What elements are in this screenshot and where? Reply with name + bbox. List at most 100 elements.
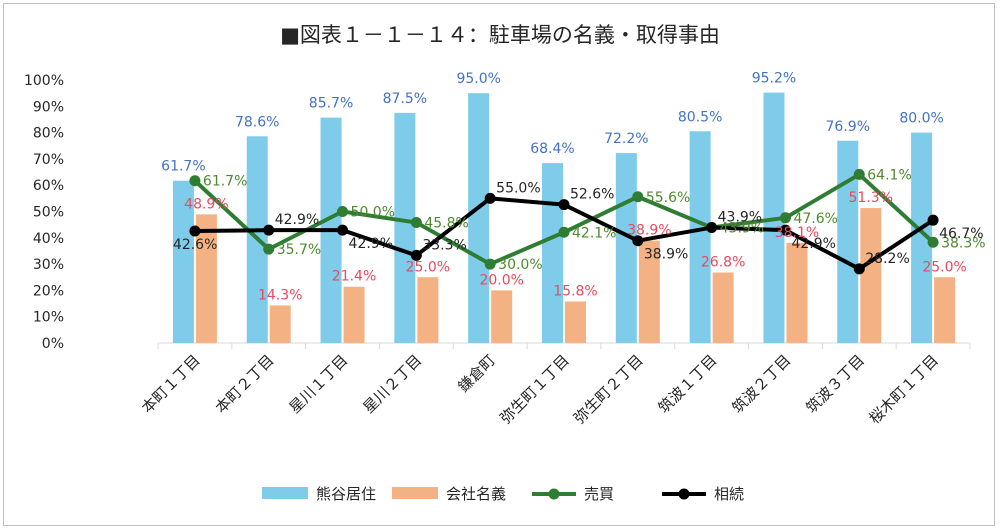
data-label: 43.9% xyxy=(718,210,762,226)
data-label: 38.9% xyxy=(627,223,671,239)
point-baibai xyxy=(853,168,865,180)
legend-souzoku-label: 相続 xyxy=(714,485,744,503)
data-label: 38.3% xyxy=(941,235,985,251)
y-tick-label: 0% xyxy=(42,336,64,352)
data-label: 42.9% xyxy=(349,236,393,252)
data-label: 35.7% xyxy=(277,242,321,258)
bar-company xyxy=(860,208,882,343)
data-label: 42.9% xyxy=(275,212,319,228)
data-label: 61.7% xyxy=(203,174,247,190)
x-category-label: 筑波２丁目 xyxy=(729,351,795,417)
point-baibai xyxy=(410,217,422,229)
bar-company xyxy=(195,214,217,343)
bar-company xyxy=(417,277,439,343)
legend-layer: 熊谷居住 会社名義 売買 相続 xyxy=(262,485,744,503)
bar-company xyxy=(565,301,586,343)
point-souzoku xyxy=(337,224,349,236)
data-label: 26.8% xyxy=(701,255,745,271)
bar-kumagaya xyxy=(468,93,490,344)
data-label: 30.0% xyxy=(498,257,542,273)
bar-company xyxy=(343,286,365,343)
bar-company xyxy=(934,277,956,343)
point-baibai xyxy=(632,191,644,203)
y-tick-label: 60% xyxy=(33,178,64,194)
y-tick-label: 10% xyxy=(33,310,64,326)
bar-company xyxy=(786,242,808,343)
point-souzoku xyxy=(263,224,275,236)
data-label: 46.7% xyxy=(939,226,983,242)
data-label: 25.0% xyxy=(406,259,450,275)
data-label: 80.5% xyxy=(678,109,722,125)
x-category-label: 星川２丁目 xyxy=(359,351,425,417)
point-souzoku xyxy=(779,224,791,236)
data-label: 72.2% xyxy=(604,131,648,147)
legend-baibai-label: 売買 xyxy=(584,485,614,503)
data-label: 20.0% xyxy=(479,272,523,288)
bar-company xyxy=(269,305,291,343)
x-category-label: 筑波３丁目 xyxy=(802,351,868,417)
data-label: 25.0% xyxy=(922,259,966,275)
y-tick-label: 70% xyxy=(33,152,64,168)
point-baibai xyxy=(337,206,349,217)
data-label: 42.1% xyxy=(572,225,616,241)
x-category-label: 鎌倉町 xyxy=(454,351,499,396)
data-label: 52.6% xyxy=(570,187,614,203)
data-label: 95.2% xyxy=(752,71,796,87)
data-label: 42.9% xyxy=(791,236,835,252)
point-souzoku xyxy=(189,225,201,237)
data-label: 51.3% xyxy=(849,190,893,206)
x-category-label: 星川１丁目 xyxy=(286,351,352,417)
bar-kumagaya xyxy=(911,132,933,343)
point-baibai xyxy=(558,226,570,238)
data-label: 21.4% xyxy=(332,269,376,285)
y-tick-label: 40% xyxy=(33,231,64,247)
point-souzoku xyxy=(558,199,570,211)
data-label: 15.8% xyxy=(553,283,597,299)
point-souzoku xyxy=(632,235,644,247)
data-label: 45.8% xyxy=(424,216,468,232)
bar-kumagaya xyxy=(689,131,711,343)
data-label: 50.0% xyxy=(351,205,395,221)
data-label: 48.9% xyxy=(184,196,228,212)
x-category-label: 本町１丁目 xyxy=(138,351,204,417)
data-label: 55.6% xyxy=(646,190,690,206)
bar-kumagaya xyxy=(172,180,194,343)
data-label: 33.3% xyxy=(422,237,466,253)
bar-company xyxy=(491,290,513,343)
point-souzoku xyxy=(927,214,939,226)
bar-kumagaya xyxy=(837,140,859,343)
data-label: 43.9% xyxy=(720,221,764,237)
point-souzoku xyxy=(706,222,718,234)
data-label: 76.9% xyxy=(826,119,870,135)
point-souzoku xyxy=(853,263,865,275)
chart-title: ■図表１－１－１４：駐車場の名義・取得事由 xyxy=(280,23,720,47)
bar-layer xyxy=(172,92,956,344)
data-label: 64.1% xyxy=(867,167,911,183)
legend-company-label: 会社名義 xyxy=(446,485,506,503)
y-tick-label: 50% xyxy=(33,205,64,221)
point-baibai xyxy=(189,175,201,187)
label-layer: 61.7% 78.6% 85.7% 87.5% 95.0% 68.4% 72.2% 80.5%… xyxy=(161,71,985,304)
y-tick-label: 80% xyxy=(33,126,64,142)
y-tick-label: 90% xyxy=(33,99,64,115)
data-label: 47.6% xyxy=(793,211,837,227)
bar-kumagaya xyxy=(394,112,416,343)
bar-kumagaya xyxy=(615,153,637,343)
x-category-label: 本町２丁目 xyxy=(212,351,278,417)
y-tick-label: 30% xyxy=(33,257,64,273)
point-baibai xyxy=(779,212,791,224)
point-baibai xyxy=(484,258,496,270)
bar-company xyxy=(712,272,734,343)
x-category-label: 桜木町１丁目 xyxy=(866,351,942,427)
x-category-label: 筑波１丁目 xyxy=(655,351,721,417)
data-label: 14.3% xyxy=(258,287,302,303)
y-tick-label: 20% xyxy=(33,283,64,299)
data-label: 42.6% xyxy=(173,237,217,253)
data-label: 85.7% xyxy=(309,96,353,112)
legend-kumagaya-label: 熊谷居住 xyxy=(316,485,376,503)
legend-kumagaya-swatch xyxy=(262,487,308,499)
point-baibai xyxy=(927,236,939,248)
chart-frame xyxy=(3,3,995,526)
data-label: 87.5% xyxy=(383,91,427,107)
